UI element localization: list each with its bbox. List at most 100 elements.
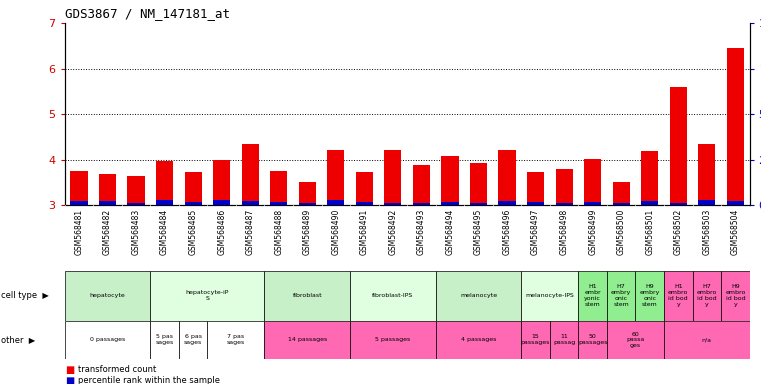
Text: 6 pas
sages: 6 pas sages <box>184 334 202 345</box>
Text: melanocyte-IPS: melanocyte-IPS <box>525 293 575 298</box>
Bar <box>298 203 316 205</box>
Bar <box>727 48 744 205</box>
Text: other  ▶: other ▶ <box>1 335 35 344</box>
Text: GSM568482: GSM568482 <box>103 209 112 255</box>
Bar <box>578 271 607 321</box>
Text: H7
embro
id bod
y: H7 embro id bod y <box>696 285 717 307</box>
Bar <box>350 271 435 321</box>
Bar <box>556 169 573 205</box>
Text: percentile rank within the sample: percentile rank within the sample <box>78 376 221 384</box>
Text: 7 pas
sages: 7 pas sages <box>227 334 245 345</box>
Bar <box>384 203 402 205</box>
Bar <box>498 201 516 205</box>
Text: cell type  ▶: cell type ▶ <box>1 291 49 300</box>
Text: 5 pas
sages: 5 pas sages <box>155 334 174 345</box>
Text: GSM568496: GSM568496 <box>502 209 511 255</box>
Bar <box>435 321 521 359</box>
Bar <box>498 150 516 205</box>
Text: ■: ■ <box>65 376 74 384</box>
Bar <box>470 203 487 205</box>
Bar <box>521 321 550 359</box>
Text: transformed count: transformed count <box>78 365 157 374</box>
Text: GSM568494: GSM568494 <box>445 209 454 255</box>
Bar <box>527 202 544 205</box>
Bar <box>70 171 88 205</box>
Text: fibroblast-IPS: fibroblast-IPS <box>372 293 413 298</box>
Bar <box>635 271 664 321</box>
Bar <box>242 144 259 205</box>
Bar <box>413 166 430 205</box>
Bar <box>327 200 344 205</box>
Bar <box>641 151 658 205</box>
Text: GSM568487: GSM568487 <box>246 209 255 255</box>
Bar <box>441 156 458 205</box>
Bar <box>270 202 288 205</box>
Text: 15
passages: 15 passages <box>521 334 550 345</box>
Bar <box>413 203 430 205</box>
Text: ■: ■ <box>65 365 74 375</box>
Bar <box>664 321 750 359</box>
Text: GSM568490: GSM568490 <box>331 209 340 255</box>
Text: 4 passages: 4 passages <box>461 337 496 343</box>
Bar <box>470 164 487 205</box>
Text: 60
passa
ges: 60 passa ges <box>626 331 645 348</box>
Bar <box>670 87 687 205</box>
Bar <box>65 321 151 359</box>
Bar <box>156 200 174 205</box>
Text: H9
embry
onic
stem: H9 embry onic stem <box>639 285 660 307</box>
Bar <box>556 203 573 205</box>
Bar <box>521 271 578 321</box>
Bar <box>128 203 145 205</box>
Bar <box>242 201 259 205</box>
Text: 11
passag: 11 passag <box>553 334 575 345</box>
Text: H1
embro
id bod
y: H1 embro id bod y <box>668 285 689 307</box>
Bar <box>664 271 693 321</box>
Bar <box>99 174 116 205</box>
Bar <box>65 271 151 321</box>
Bar <box>699 200 715 205</box>
Text: GSM568488: GSM568488 <box>274 209 283 255</box>
Bar <box>207 321 265 359</box>
Text: GSM568498: GSM568498 <box>559 209 568 255</box>
Bar <box>578 321 607 359</box>
Text: H7
embry
onic
stem: H7 embry onic stem <box>611 285 632 307</box>
Text: GSM568483: GSM568483 <box>132 209 141 255</box>
Text: 0 passages: 0 passages <box>90 337 125 343</box>
Text: GSM568497: GSM568497 <box>531 209 540 255</box>
Text: GSM568486: GSM568486 <box>217 209 226 255</box>
Text: GSM568481: GSM568481 <box>75 209 84 255</box>
Bar <box>213 160 230 205</box>
Bar <box>298 182 316 205</box>
Bar <box>213 200 230 205</box>
Bar <box>693 271 721 321</box>
Text: H9
embro
id bod
y: H9 embro id bod y <box>725 285 746 307</box>
Bar <box>670 203 687 205</box>
Text: GSM568495: GSM568495 <box>474 209 483 255</box>
Bar <box>435 271 521 321</box>
Bar <box>355 172 373 205</box>
Bar <box>70 201 88 205</box>
Text: hepatocyte: hepatocyte <box>90 293 126 298</box>
Bar <box>185 172 202 205</box>
Text: GSM568493: GSM568493 <box>417 209 426 255</box>
Bar <box>270 171 288 205</box>
Text: melanocyte: melanocyte <box>460 293 497 298</box>
Bar <box>721 271 750 321</box>
Text: GSM568501: GSM568501 <box>645 209 654 255</box>
Bar <box>128 176 145 205</box>
Text: GSM568491: GSM568491 <box>360 209 369 255</box>
Text: 14 passages: 14 passages <box>288 337 327 343</box>
Bar <box>607 271 635 321</box>
Bar <box>584 202 601 205</box>
Text: H1
embr
yonic
stem: H1 embr yonic stem <box>584 285 601 307</box>
Bar <box>641 201 658 205</box>
Text: 5 passages: 5 passages <box>375 337 410 343</box>
Bar <box>265 271 350 321</box>
Bar <box>179 321 207 359</box>
Bar <box>584 159 601 205</box>
Bar <box>384 150 402 205</box>
Text: 50
passages: 50 passages <box>578 334 607 345</box>
Text: GSM568504: GSM568504 <box>731 209 740 255</box>
Bar <box>613 182 630 205</box>
Text: GSM568503: GSM568503 <box>702 209 712 255</box>
